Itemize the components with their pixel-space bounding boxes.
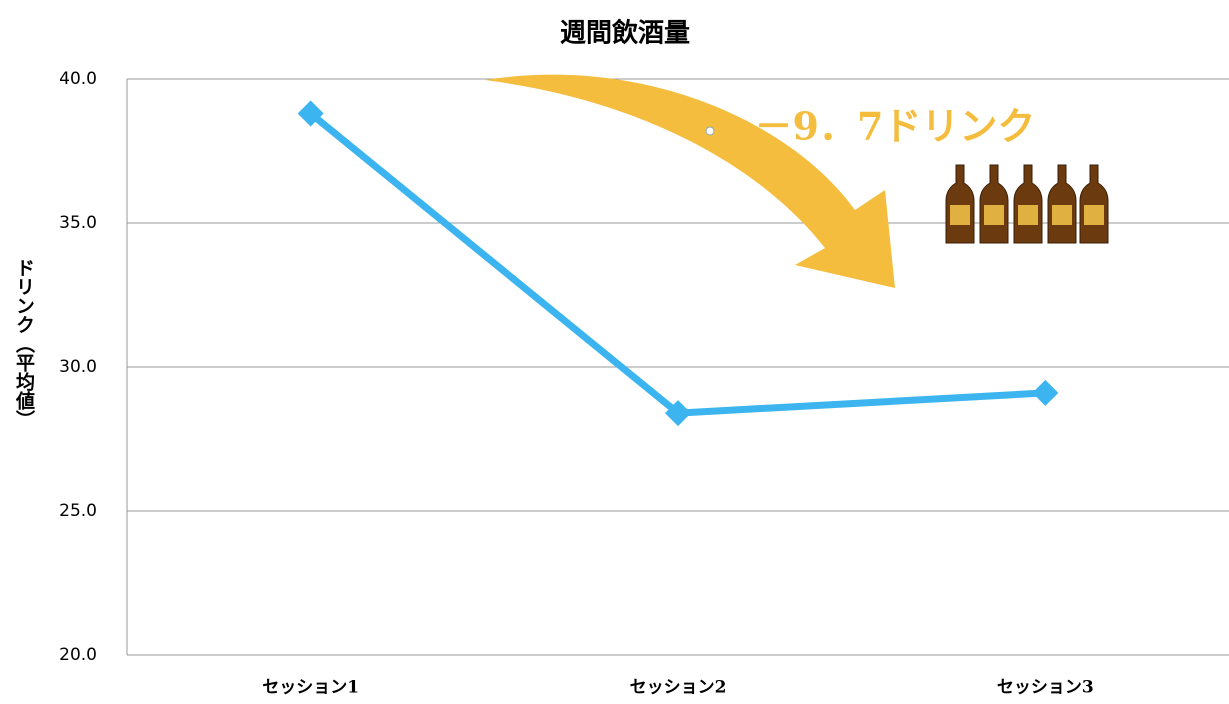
bottle-label — [1052, 205, 1072, 225]
bottle-label — [950, 205, 970, 225]
x-tick-label: セッション3 — [997, 678, 1094, 698]
line — [311, 114, 1046, 414]
y-axis-label: ドリンク（平均値） — [13, 258, 36, 429]
bottle — [946, 165, 974, 243]
grid: 20.0 25.0 30.0 35.0 40.0 — [59, 69, 1229, 665]
x-tick-label: セッション2 — [630, 678, 727, 698]
x-tick-label: セッション1 — [262, 678, 359, 698]
bottle — [1014, 165, 1042, 243]
y-tick-label: 20.0 — [59, 645, 97, 665]
bottles — [946, 165, 1108, 243]
chart: 週間飲酒量 ドリンク（平均値） 20.0 25.0 30.0 35.0 40.0 －9．… — [0, 0, 1229, 700]
marker — [1032, 380, 1058, 406]
bottle — [980, 165, 1008, 243]
y-tick-label: 40.0 — [59, 69, 97, 89]
handle — [706, 127, 714, 135]
y-tick-label: 35.0 — [59, 213, 97, 233]
bottle-label — [1018, 205, 1038, 225]
chart-title: 週間飲酒量 — [560, 18, 690, 49]
annotation: －9．7ドリンク — [755, 104, 1036, 149]
y-tick-label: 25.0 — [59, 501, 97, 521]
bottle-label — [984, 205, 1004, 225]
y-tick-label: 30.0 — [59, 357, 97, 377]
bottle-label — [1084, 205, 1104, 225]
bottle — [1080, 165, 1108, 243]
bottle — [1048, 165, 1076, 243]
